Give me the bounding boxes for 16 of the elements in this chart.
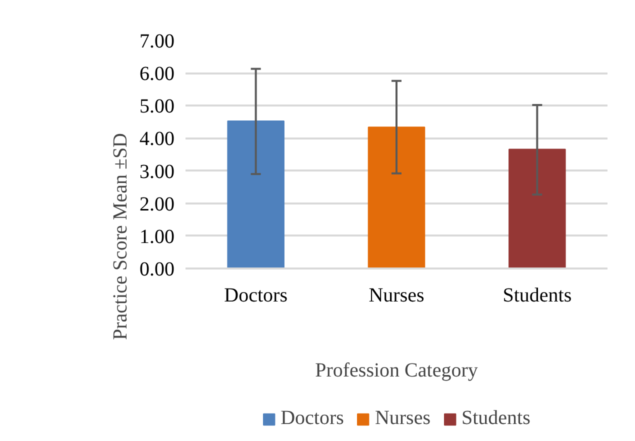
y-tick-label: 0.00 xyxy=(140,258,174,280)
x-tick-label: Nurses xyxy=(368,284,424,306)
y-tick-label: 1.00 xyxy=(140,226,174,248)
y-tick-label: 7.00 xyxy=(140,30,174,52)
y-tick-label: 4.00 xyxy=(140,128,174,150)
x-axis-title: Profession Category xyxy=(315,360,478,382)
y-tick-label: 6.00 xyxy=(140,63,174,86)
y-tick-label: 3.00 xyxy=(140,160,174,183)
legend-label: Students xyxy=(461,407,530,430)
y-axis-title: Practice Score Mean ±SD xyxy=(110,132,132,340)
y-tick-label: 5.00 xyxy=(140,96,174,118)
x-tick-label: Doctors xyxy=(224,284,288,306)
legend-label: Nurses xyxy=(374,407,430,430)
y-tick-label: 2.00 xyxy=(140,193,174,216)
x-tick-label: Students xyxy=(502,284,572,306)
legend-label: Doctors xyxy=(280,407,344,430)
